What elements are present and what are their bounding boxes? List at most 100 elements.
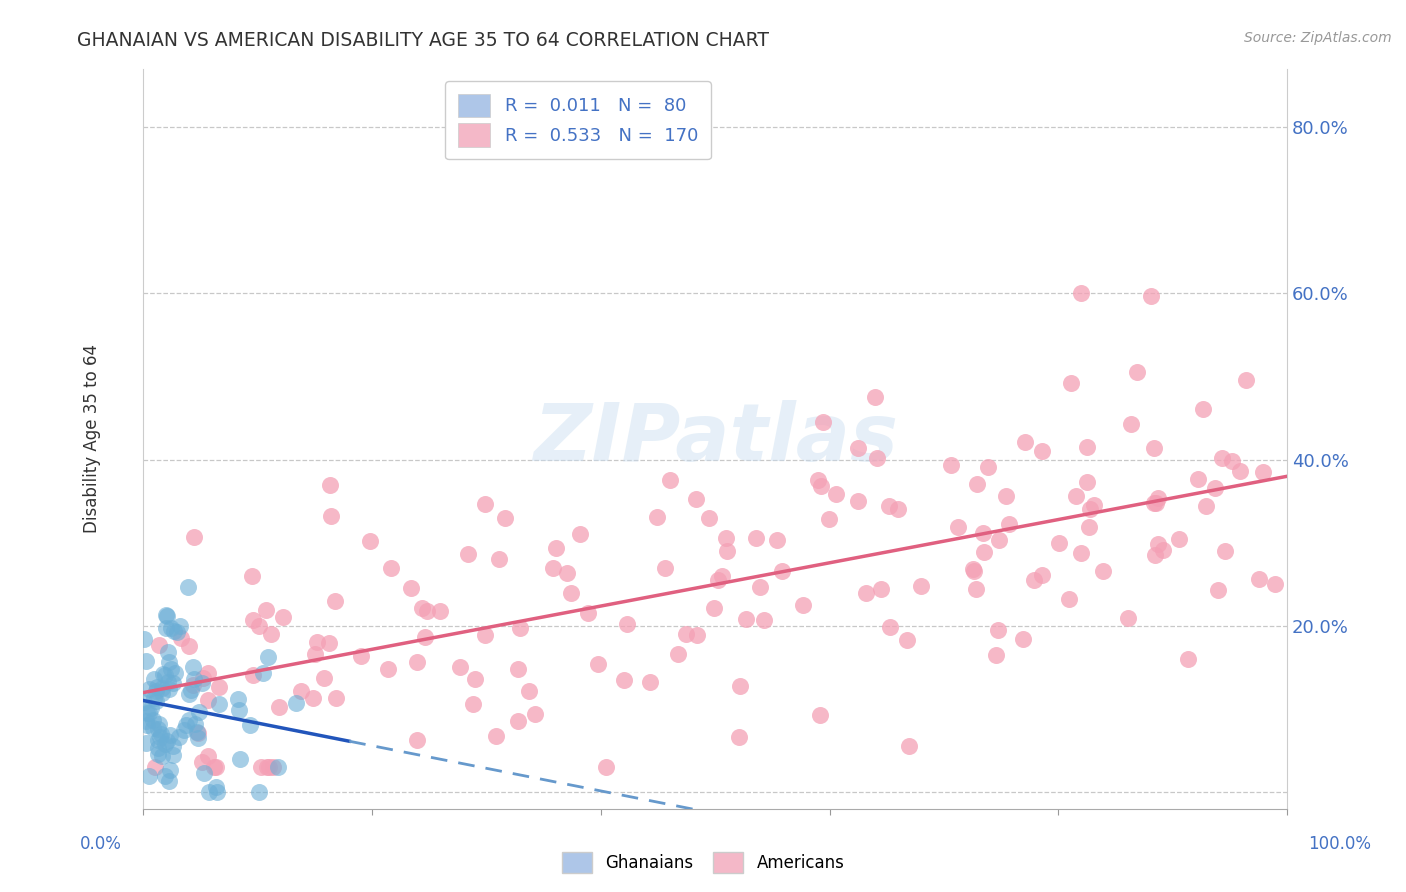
Point (1116, 611, 1139, 625)
Point (205, 785, 228, 799)
Point (697, 511, 720, 525)
Point (972, 526, 994, 541)
Point (197, 749, 219, 764)
Point (1264, 577, 1286, 591)
Point (150, 686, 173, 700)
Text: GHANAIAN VS AMERICAN DISABILITY AGE 35 TO 64 CORRELATION CHART: GHANAIAN VS AMERICAN DISABILITY AGE 35 T… (77, 31, 769, 50)
Point (181, 678, 204, 692)
Point (146, 722, 169, 736)
Point (181, 660, 204, 674)
Point (1177, 652, 1199, 666)
Point (187, 731, 209, 745)
Point (1143, 442, 1166, 456)
Point (1022, 574, 1045, 588)
Point (897, 739, 920, 754)
Point (411, 601, 433, 615)
Point (169, 731, 191, 745)
Point (271, 610, 294, 624)
Text: Source: ZipAtlas.com: Source: ZipAtlas.com (1244, 31, 1392, 45)
Point (1204, 481, 1226, 495)
Point (208, 698, 231, 712)
Point (162, 739, 184, 753)
Point (256, 760, 278, 774)
Point (474, 627, 496, 641)
Point (1247, 572, 1270, 586)
Point (685, 491, 707, 506)
Point (870, 582, 893, 596)
Point (429, 604, 451, 618)
Point (319, 478, 342, 492)
Point (1215, 543, 1237, 558)
Point (703, 601, 725, 615)
Point (135, 654, 157, 668)
Point (257, 760, 280, 774)
Point (866, 450, 889, 465)
Point (156, 645, 179, 659)
Point (613, 673, 636, 688)
Point (138, 706, 160, 721)
Point (716, 531, 738, 545)
Point (146, 680, 169, 694)
Point (325, 690, 347, 705)
Point (226, 692, 249, 706)
Point (658, 473, 681, 487)
Point (855, 585, 877, 599)
Point (766, 533, 789, 548)
Point (997, 517, 1019, 532)
Point (155, 621, 177, 635)
Point (569, 527, 592, 541)
Point (1211, 450, 1233, 465)
Point (963, 564, 986, 578)
Point (807, 473, 830, 487)
Point (686, 627, 709, 641)
Point (134, 632, 156, 646)
Point (247, 618, 270, 632)
Text: 0.0%: 0.0% (80, 835, 122, 853)
Point (728, 731, 751, 745)
Point (995, 489, 1018, 503)
Point (135, 718, 157, 732)
Point (250, 760, 273, 774)
Point (560, 586, 582, 600)
Point (977, 460, 1000, 475)
Point (285, 696, 308, 710)
Point (449, 660, 471, 674)
Text: Disability Age 35 to 64: Disability Age 35 to 64 (83, 344, 101, 533)
Point (155, 607, 177, 622)
Point (987, 533, 1010, 548)
Point (1143, 495, 1166, 509)
Point (146, 747, 169, 761)
Point (145, 694, 167, 708)
Point (186, 725, 208, 739)
Text: ZIPatlas: ZIPatlas (533, 400, 897, 478)
Point (142, 713, 165, 727)
Point (1147, 491, 1170, 505)
Point (197, 785, 219, 799)
Point (824, 487, 846, 501)
Point (735, 612, 758, 626)
Point (399, 581, 422, 595)
Point (191, 671, 214, 685)
Point (155, 737, 177, 751)
Point (474, 497, 496, 511)
Point (707, 573, 730, 587)
Point (304, 647, 326, 661)
Point (260, 627, 283, 641)
Point (269, 699, 291, 714)
Point (811, 415, 834, 429)
Point (555, 566, 578, 580)
Point (252, 665, 274, 680)
Point (877, 500, 900, 514)
Point (506, 661, 529, 675)
Point (749, 580, 772, 594)
Point (406, 655, 429, 669)
Point (946, 520, 969, 534)
Point (1251, 465, 1274, 479)
Point (177, 640, 200, 654)
Point (488, 552, 510, 566)
Point (302, 691, 325, 706)
Point (377, 662, 399, 676)
Point (1187, 472, 1209, 486)
Point (149, 727, 172, 741)
Point (141, 701, 163, 715)
